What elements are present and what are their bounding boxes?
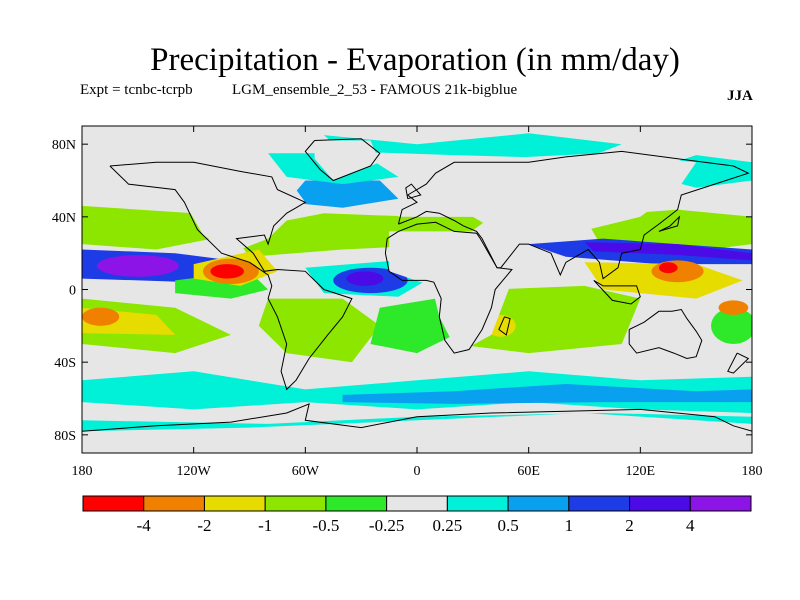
colorbar-label: 4 bbox=[686, 516, 695, 535]
experiment-label: Expt = tcnbc-tcrpb bbox=[80, 82, 193, 98]
x-tick-label: 180 bbox=[72, 464, 93, 479]
coastline-8 bbox=[658, 215, 681, 232]
africa-land bbox=[389, 231, 511, 354]
colorbar-label: -1 bbox=[258, 516, 272, 535]
y-tick-label: 40N bbox=[52, 211, 76, 226]
north-atlantic-wet bbox=[286, 180, 399, 208]
south-america-green bbox=[258, 298, 380, 363]
eurasia-land bbox=[398, 153, 697, 239]
colorbar-label: -0.25 bbox=[369, 516, 404, 535]
colorbar-swatch bbox=[325, 495, 388, 512]
colorbar-swatch bbox=[689, 495, 752, 512]
coastline-2 bbox=[384, 221, 513, 354]
coastline-3 bbox=[628, 308, 703, 360]
colorbar-label: 1 bbox=[565, 516, 574, 535]
chart-title: Precipitation - Evaporation (in mm/day) bbox=[150, 42, 680, 78]
australia-land bbox=[629, 311, 700, 359]
y-tick-label: 40S bbox=[54, 356, 76, 371]
south-pacific-orange bbox=[82, 307, 120, 326]
southern-ocean-blue bbox=[342, 384, 752, 404]
arctic-wet-1 bbox=[323, 133, 622, 159]
x-tick-label: 120W bbox=[177, 464, 212, 479]
antarctica-land bbox=[82, 413, 752, 453]
x-tick-label: 60W bbox=[292, 464, 320, 479]
colorbar-swatch bbox=[386, 495, 448, 512]
ensemble-label: LGM_ensemble_2_53 - FAMOUS 21k-bigblue bbox=[232, 82, 518, 98]
coastline-7 bbox=[498, 316, 511, 336]
colorbar-swatch bbox=[143, 495, 205, 512]
season-label: JJA bbox=[727, 88, 753, 104]
australia-east-orange bbox=[718, 300, 749, 315]
coastline-6 bbox=[593, 279, 641, 305]
colorbar-swatch bbox=[629, 495, 691, 512]
south-atlantic-green bbox=[370, 298, 455, 354]
west-pacific-orange bbox=[651, 260, 704, 283]
coastline-5 bbox=[82, 403, 752, 432]
coastline-1 bbox=[397, 150, 750, 280]
y-tick-label: 80S bbox=[54, 429, 76, 444]
colorbar-swatch bbox=[446, 495, 509, 512]
x-tick-label: 120E bbox=[626, 464, 656, 479]
east-pacific-red bbox=[210, 264, 244, 279]
x-tick-label: 180 bbox=[742, 464, 763, 479]
x-tick-label: 0 bbox=[414, 464, 421, 479]
coastline-4 bbox=[304, 138, 381, 182]
west-pacific-red bbox=[658, 262, 678, 274]
australia-green-wet bbox=[711, 307, 752, 344]
southern-ocean-belt bbox=[82, 371, 752, 413]
colorbar-label: -2 bbox=[197, 516, 211, 535]
colorbar-label: 0.5 bbox=[497, 516, 518, 535]
colorbar-label: -4 bbox=[137, 516, 152, 535]
indian-monsoon-purple bbox=[584, 242, 752, 261]
colorbar-swatch bbox=[507, 495, 570, 512]
atlantic-itcz-purple bbox=[346, 271, 384, 286]
colorbar-swatch bbox=[568, 495, 631, 512]
coastline-9 bbox=[405, 183, 422, 200]
coastline-10 bbox=[727, 352, 750, 374]
coastline-0 bbox=[109, 161, 353, 391]
colorbar-label: 0.25 bbox=[432, 516, 462, 535]
greenland-land bbox=[314, 140, 380, 181]
colorbar-label: -0.5 bbox=[312, 516, 339, 535]
y-tick-label: 0 bbox=[69, 284, 76, 299]
colorbar-swatch bbox=[82, 495, 145, 512]
colorbar-swatch bbox=[264, 495, 327, 512]
x-tick-label: 60E bbox=[517, 464, 540, 479]
north-america-land bbox=[109, 158, 306, 254]
colorbar-label: 2 bbox=[625, 516, 634, 535]
pacific-itcz-purple bbox=[96, 254, 179, 277]
north-atlantic-green bbox=[230, 213, 492, 257]
y-tick-label: 80N bbox=[52, 138, 76, 153]
colorbar-swatch bbox=[203, 495, 266, 512]
